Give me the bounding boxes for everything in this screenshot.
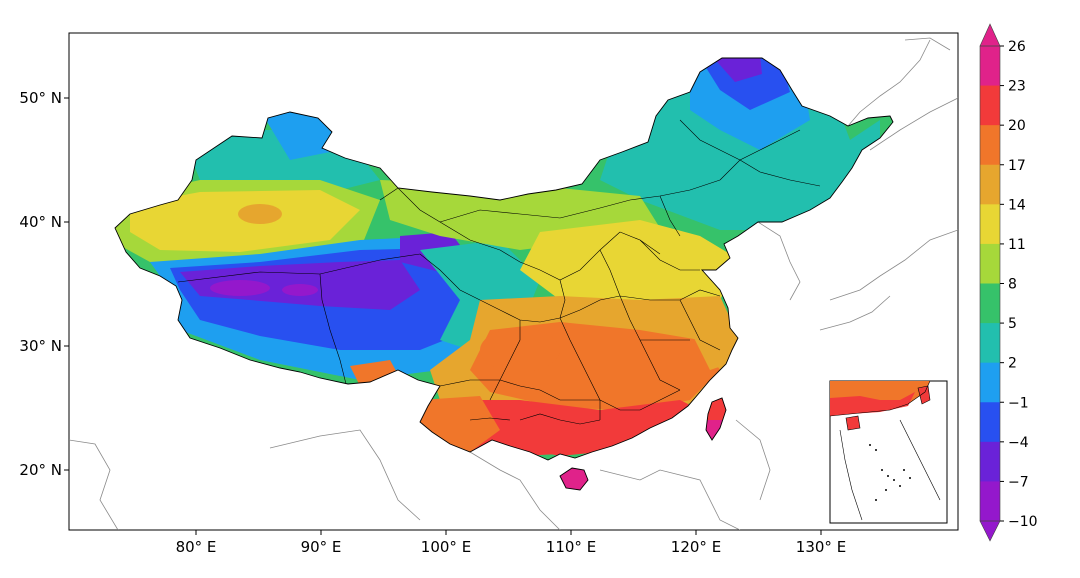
colorbar-segment	[980, 441, 1000, 482]
colorbar-segment	[980, 283, 1000, 324]
colorbar-segment	[980, 125, 1000, 166]
colorbar-tick-label: 14	[1008, 197, 1026, 213]
lon-tick-label: 100° E	[421, 538, 471, 556]
colorbar-tick-label: 5	[1008, 316, 1017, 332]
colorbar-tick-label: 11	[1008, 237, 1026, 253]
longitude-axis: 80° E 90° E 100° E 110° E 120° E 130° E	[176, 530, 846, 556]
colorbar-segment	[980, 323, 1000, 364]
lat-tick-label: 30° N	[19, 337, 62, 355]
colorbar-segment	[980, 164, 1000, 205]
lat-tick-label: 50° N	[19, 89, 62, 107]
colorbar: 26 23 20 17 14 11 8 5 2 −1 −4 −7 −10	[979, 23, 1038, 542]
colorbar-extend-min	[979, 520, 1001, 542]
colorbar-segment	[980, 243, 1000, 284]
province-borders	[177, 119, 821, 425]
colorbar-segment	[980, 46, 1000, 87]
colorbar-segment	[980, 85, 1000, 126]
latitude-axis: 50° N 40° N 30° N 20° N	[19, 89, 69, 479]
colorbar-tick-label: 17	[1008, 158, 1026, 174]
colorbar-tick-label: −1	[1008, 395, 1029, 411]
lon-tick-label: 110° E	[546, 538, 596, 556]
colorbar-segment	[980, 481, 1000, 522]
colorbar-tick-label: −4	[1008, 435, 1029, 451]
lon-tick-label: 80° E	[176, 538, 217, 556]
colorbar-tick-label: 26	[1008, 39, 1026, 55]
lat-tick-label: 20° N	[19, 461, 62, 479]
colorbar-tick-label: 2	[1008, 356, 1017, 372]
colorbar-segment	[980, 204, 1000, 245]
lon-tick-label: 130° E	[796, 538, 846, 556]
colorbar-tick-label: 23	[1008, 79, 1026, 95]
colorbar-tick-label: 8	[1008, 277, 1017, 293]
south-china-sea-inset	[829, 380, 948, 524]
colorbar-tick-label: 20	[1008, 118, 1026, 134]
coastlines	[69, 37, 958, 530]
lat-tick-label: 40° N	[19, 213, 62, 231]
colorbar-tick-label: −10	[1008, 514, 1038, 530]
colorbar-extend-max	[979, 23, 1001, 47]
colorbar-segment	[980, 362, 1000, 403]
china-outline	[114, 57, 894, 491]
lon-tick-label: 90° E	[301, 538, 342, 556]
colorbar-tick-label: −7	[1008, 474, 1029, 490]
colorbar-segment	[980, 402, 1000, 443]
lon-tick-label: 120° E	[671, 538, 721, 556]
